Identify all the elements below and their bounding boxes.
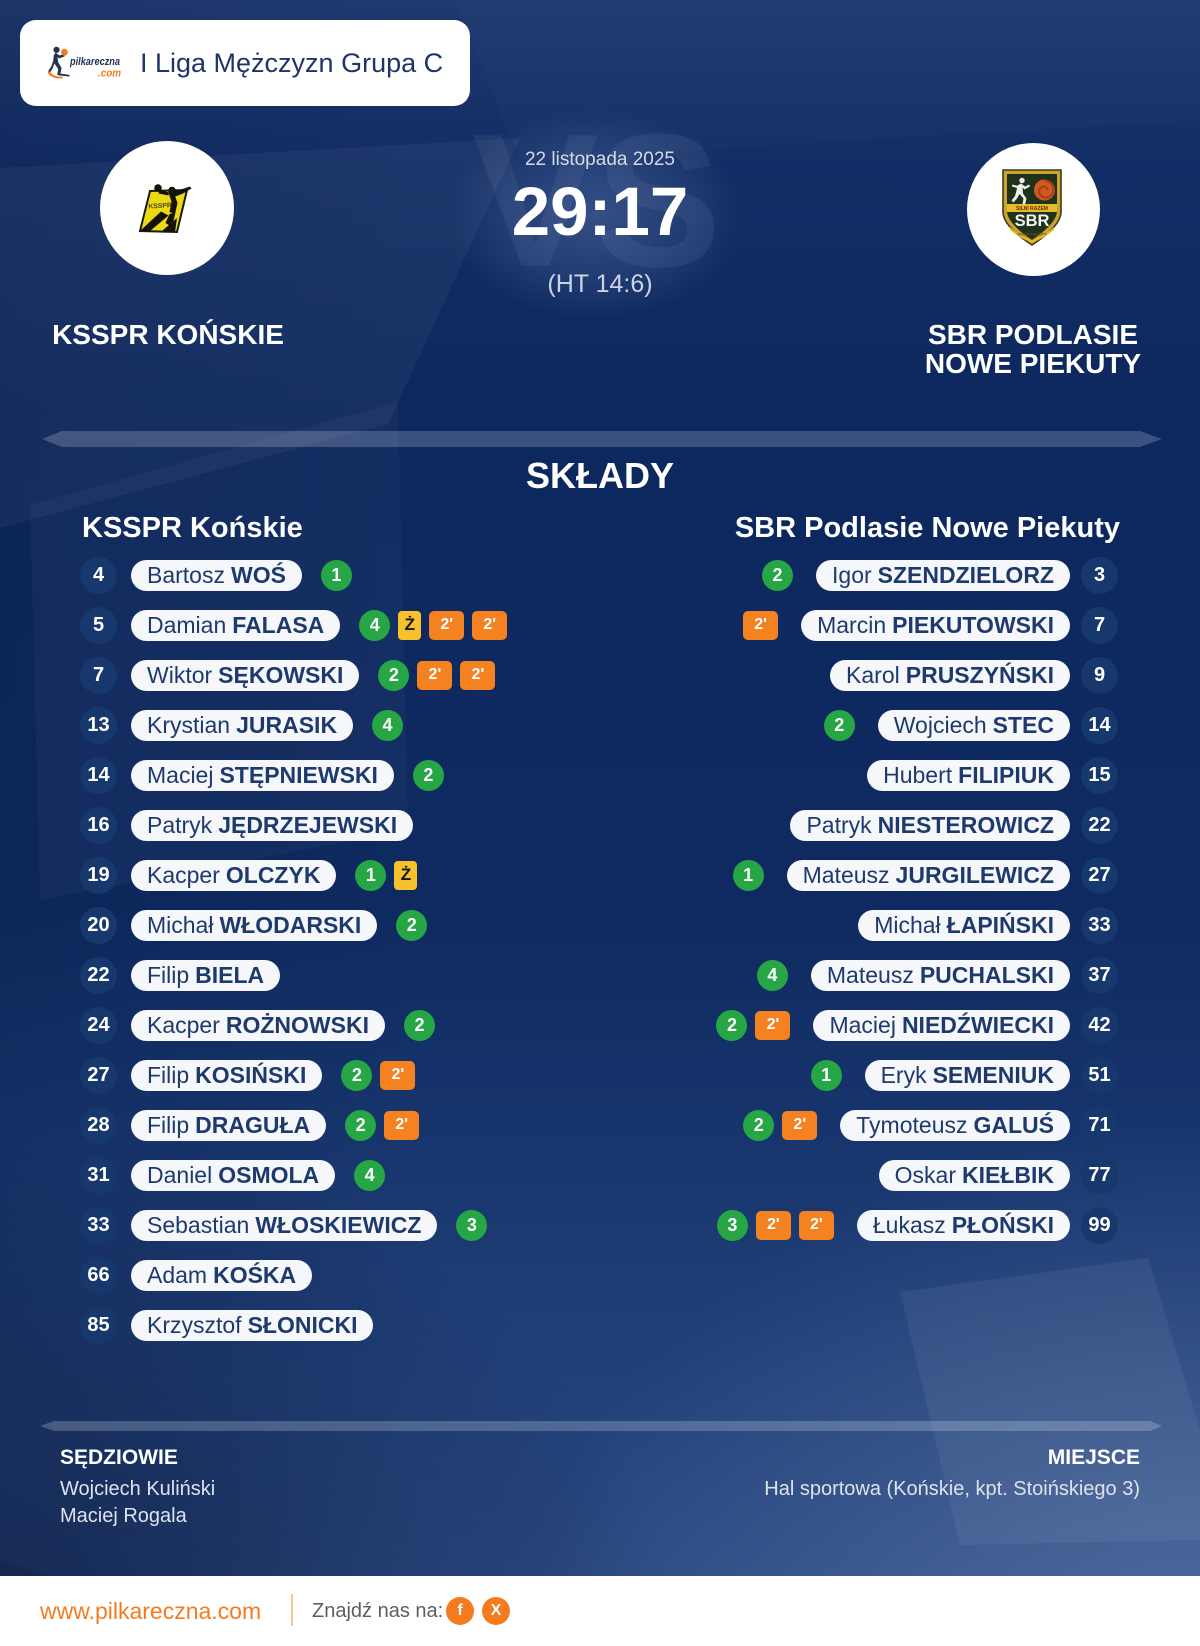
svg-text:SBR: SBR bbox=[1015, 212, 1050, 230]
svg-text:SILNI RAZEM: SILNI RAZEM bbox=[1016, 206, 1048, 212]
svg-text:KSSPR: KSSPR bbox=[148, 202, 172, 210]
svg-text:NOWE PIEKUTY: NOWE PIEKUTY bbox=[1017, 233, 1047, 237]
svg-text:pilkareczna: pilkareczna bbox=[69, 56, 120, 68]
svg-text:.com: .com bbox=[98, 68, 121, 80]
